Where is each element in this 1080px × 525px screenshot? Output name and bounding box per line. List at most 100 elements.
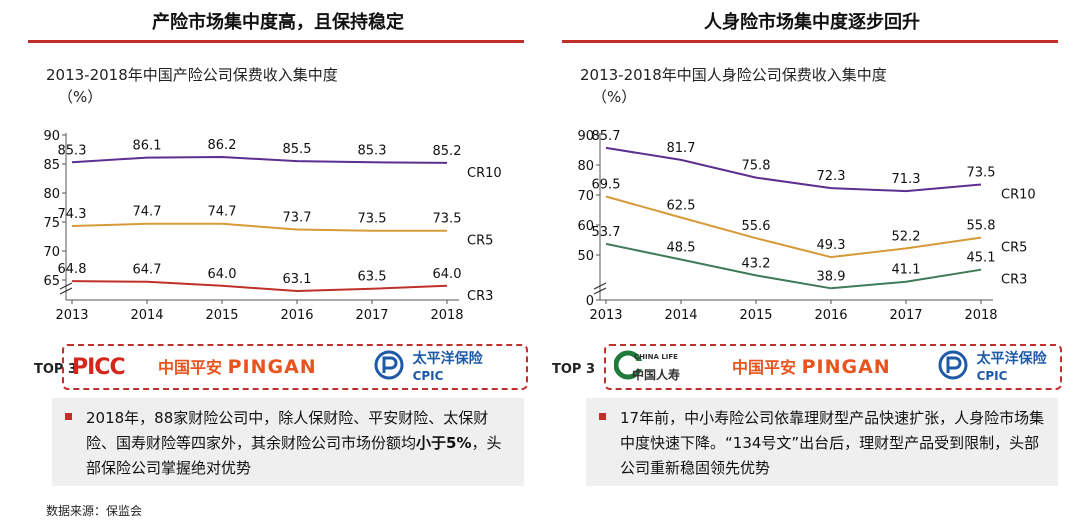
chart-title: 2013-2018年中国人身险公司保费收入集中度	[580, 66, 887, 84]
note-text-emphasis: 小于5%	[416, 434, 472, 452]
top3-logos-box: PICC 中国平安 PINGAN 太平洋保险 CPIC	[62, 344, 528, 390]
data-label: 73.7	[283, 211, 312, 226]
y-tick-label: 75	[43, 216, 60, 231]
x-tick-label: 2016	[814, 308, 847, 323]
data-label: 64.0	[433, 267, 462, 282]
chinalife-logo-cn: 中国人寿	[632, 368, 681, 382]
x-tick-label: 2014	[130, 308, 163, 323]
y-tick-label: 70	[43, 245, 60, 260]
x-tick-label: 2013	[589, 308, 622, 323]
cpic-logo-en: CPIC	[976, 369, 1008, 383]
axis-break-mark	[593, 287, 607, 295]
note-box: 2018年，88家财险公司中，除人保财险、平安财险、太保财险、国寿财险等四家外，…	[52, 398, 524, 486]
data-label: 49.3	[817, 238, 846, 253]
cpic-emblem-icon	[374, 350, 404, 380]
y-tick-label: 65	[43, 274, 60, 289]
y-tick-label: 0	[586, 294, 594, 309]
data-label: 85.7	[592, 129, 621, 144]
y-tick-label: 80	[577, 159, 594, 174]
legend-label-cr5: CR5	[467, 234, 493, 249]
series-line-cr10	[605, 146, 982, 193]
legend-label-cr5: CR5	[1001, 241, 1027, 256]
x-tick-label: 2016	[280, 308, 313, 323]
data-label: 85.3	[358, 143, 387, 158]
x-tick-label: 2015	[739, 308, 772, 323]
y-tick-label: 90	[577, 129, 594, 144]
series-line-cr3	[71, 280, 448, 293]
data-label: 74.7	[133, 205, 162, 220]
axis-break-mark	[59, 287, 73, 295]
legend-label-cr3: CR3	[467, 289, 493, 304]
panel-property-insurance: 产险市场集中度高，且保持稳定 2013-2018年中国产险公司保费收入集中度 （…	[28, 0, 528, 500]
data-label: 73.5	[433, 212, 462, 227]
x-tick-label: 2017	[355, 308, 388, 323]
axis-break-mark	[59, 282, 73, 290]
axis-break-mark	[593, 282, 607, 290]
data-label: 75.8	[742, 159, 771, 174]
cpic-logo: 太平洋保险 CPIC	[938, 350, 1047, 384]
y-tick-label: 70	[577, 189, 594, 204]
y-tick-label: 50	[577, 249, 594, 264]
data-label: 63.5	[358, 270, 387, 285]
pingan-logo: 中国平安 PINGAN	[732, 354, 891, 378]
pingan-logo-cn: 中国平安	[732, 358, 797, 377]
data-source: 数据来源：保监会	[46, 504, 143, 518]
chart-unit-label: （%）	[58, 88, 103, 106]
pingan-logo: 中国平安 PINGAN	[158, 354, 317, 378]
data-label: 63.1	[283, 272, 312, 287]
data-label: 72.3	[817, 169, 846, 184]
data-label: 73.5	[967, 166, 996, 181]
panel-title: 产险市场集中度高，且保持稳定	[152, 12, 404, 33]
data-label: 74.7	[208, 205, 237, 220]
property-concentration-chart: 65 70 75 80 85 90 2013 2014 2015 2016 2017 2018 85.3…	[43, 129, 502, 323]
note-text: 2018年，88家财险公司中，除人保财险、平安财险、太保财险、国寿财险等四家外，…	[86, 409, 489, 452]
panel-title: 人身险市场集中度逐步回升	[704, 12, 920, 33]
data-label: 85.2	[433, 144, 462, 159]
y-tick-label: 60	[577, 219, 594, 234]
x-tick-label: 2013	[55, 308, 88, 323]
data-label: 48.5	[667, 241, 696, 256]
data-label: 85.5	[283, 142, 312, 157]
legend-label-cr3: CR3	[1001, 273, 1027, 288]
data-label: 45.1	[967, 251, 996, 266]
cpic-emblem-icon	[938, 350, 968, 380]
data-label: 71.3	[892, 172, 921, 187]
title-divider	[562, 40, 1058, 43]
data-label: 73.5	[358, 212, 387, 227]
y-tick-label: 85	[43, 158, 60, 173]
data-label: 86.1	[133, 139, 162, 154]
chinalife-logo-en: CHINA LIFE	[634, 353, 678, 361]
data-label: 81.7	[667, 141, 696, 156]
cpic-logo: 太平洋保险 CPIC	[374, 350, 483, 384]
data-label: 43.2	[742, 256, 771, 271]
chart-unit-label: （%）	[592, 88, 637, 106]
cpic-logo-cn: 太平洋保险	[976, 351, 1047, 367]
y-tick-label: 80	[43, 187, 60, 202]
data-label: 38.9	[817, 269, 846, 284]
legend-label-cr10: CR10	[467, 166, 502, 181]
data-label: 64.0	[208, 267, 237, 282]
y-tick-label: 90	[43, 129, 60, 144]
x-tick-label: 2018	[964, 308, 997, 323]
series-line-cr3	[605, 242, 982, 290]
data-label: 64.8	[58, 262, 87, 277]
note-text-end: ，头部保险公司掌握绝对优势	[86, 434, 502, 477]
bullet-icon	[65, 413, 72, 420]
series-line-cr10	[71, 156, 448, 164]
series-line-cr5	[605, 195, 982, 259]
data-label: 64.7	[133, 263, 162, 278]
data-label: 53.7	[592, 225, 621, 240]
title-divider	[28, 40, 524, 43]
legend-label-cr10: CR10	[1001, 188, 1036, 203]
top3-label: TOP 3	[552, 362, 596, 377]
data-label: 86.2	[208, 138, 237, 153]
pingan-logo-en: PINGAN	[227, 356, 317, 378]
cpic-logo-en: CPIC	[412, 369, 444, 383]
data-label: 85.3	[58, 143, 87, 158]
data-label: 74.3	[58, 207, 87, 222]
series-line-cr5	[71, 222, 447, 232]
life-concentration-chart: 0 50 60 70 80 90 2013 2014 2015 2016 2017 2018 85.7 8…	[577, 129, 1036, 323]
data-label: 52.2	[892, 229, 921, 244]
x-tick-label: 2014	[664, 308, 697, 323]
data-label: 55.8	[967, 219, 996, 234]
